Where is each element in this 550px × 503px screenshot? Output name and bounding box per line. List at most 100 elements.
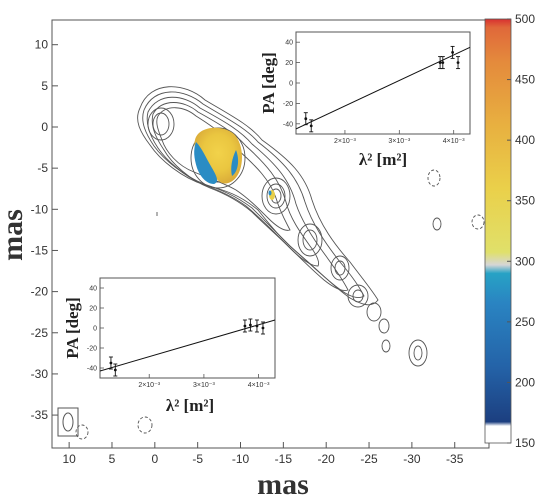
inset-top-right: 40 20 0 -20 -40 2×10⁻³ 3×10⁻³ 4×10⁻³ λ² [m²] PA… bbox=[259, 31, 471, 169]
inset-y-tick-label: 0 bbox=[289, 81, 293, 88]
negative-contour bbox=[471, 214, 485, 230]
colorbar-tick-label: 400 bbox=[515, 133, 535, 147]
inset-y-tick-label: -40 bbox=[283, 121, 293, 128]
x-tick-label: -20 bbox=[318, 452, 336, 466]
x-tick-label: 0 bbox=[151, 452, 158, 466]
inset-x-tick-label: 2×10⁻³ bbox=[334, 138, 356, 145]
inset-y-tick-label: -40 bbox=[87, 366, 97, 373]
colorbar: 150 200 250 300 350 400 450 500 bbox=[484, 12, 535, 450]
inset-frame bbox=[295, 31, 471, 135]
contour-line bbox=[334, 260, 346, 276]
data-point bbox=[304, 117, 308, 121]
colorbar-tick-label: 500 bbox=[515, 12, 535, 26]
fit-line bbox=[99, 319, 276, 372]
data-point bbox=[113, 368, 117, 372]
contour-line bbox=[152, 112, 170, 136]
colorbar-tick-label: 450 bbox=[515, 73, 535, 87]
inset-y-tick-label: -20 bbox=[283, 101, 293, 108]
x-tick-label: -10 bbox=[232, 452, 250, 466]
inset-y-title: PA [deg] bbox=[63, 297, 82, 359]
data-point bbox=[309, 124, 313, 128]
contour-line bbox=[347, 284, 369, 308]
y-axis: 10 5 0 -5 -10 -15 -20 -25 -30 -35 bbox=[31, 38, 58, 422]
contour-line bbox=[142, 91, 365, 299]
x-tick-label: -30 bbox=[403, 452, 421, 466]
negative-contour bbox=[427, 169, 441, 187]
inset-x-tick-label: 3×10⁻³ bbox=[193, 382, 215, 389]
colorbar-fill bbox=[484, 18, 512, 444]
inset-y-tick-label: 40 bbox=[285, 40, 293, 47]
data-point bbox=[456, 61, 460, 64]
data-point bbox=[438, 61, 442, 64]
fit-line bbox=[295, 46, 471, 130]
y-tick-label: -20 bbox=[31, 285, 49, 299]
y-tick-label: -25 bbox=[31, 326, 49, 340]
data-point bbox=[248, 323, 252, 327]
rm-region-knot-edge bbox=[268, 190, 272, 196]
contour-line bbox=[366, 302, 382, 322]
x-tick-label: -5 bbox=[192, 452, 203, 466]
inset-x-tick-label: 4×10⁻³ bbox=[443, 138, 465, 145]
colorbar-tick-label: 200 bbox=[515, 375, 535, 389]
rotation-measure-map bbox=[194, 127, 275, 200]
rm-region-low-edge bbox=[231, 150, 239, 176]
x-axis: 10 5 0 -5 -10 -15 -20 -25 -30 -35 bbox=[62, 442, 464, 466]
data-point bbox=[255, 324, 259, 328]
y-tick-label: -35 bbox=[31, 408, 49, 422]
inset-x-tick-label: 2×10⁻³ bbox=[138, 382, 160, 389]
rm-region-low bbox=[194, 142, 218, 184]
inset-y-title: PA [deg] bbox=[259, 52, 278, 114]
contour-line bbox=[378, 318, 390, 334]
y-tick-label: -15 bbox=[31, 243, 49, 257]
y-tick-label: 10 bbox=[35, 38, 49, 52]
negative-contour bbox=[75, 424, 89, 440]
contour-line bbox=[330, 255, 350, 281]
data-point bbox=[441, 61, 445, 64]
contour-line bbox=[381, 339, 391, 353]
inset-y-tick-label: -20 bbox=[87, 346, 97, 353]
data-point bbox=[261, 326, 265, 330]
x-tick-label: -35 bbox=[446, 452, 464, 466]
y-tick-label: -30 bbox=[31, 367, 49, 381]
contour-line bbox=[413, 345, 423, 361]
colorbar-ticks: 150 200 250 300 350 400 450 500 bbox=[507, 12, 535, 450]
x-tick-label: 10 bbox=[62, 452, 76, 466]
inset-y-tick-label: 20 bbox=[285, 60, 293, 67]
negative-contour bbox=[137, 416, 153, 434]
contour-line bbox=[261, 177, 291, 215]
x-tick-label: 5 bbox=[109, 452, 116, 466]
colorbar-tick-label: 150 bbox=[515, 436, 535, 450]
inset-bottom-left: 40 20 0 -20 -40 2×10⁻³ 3×10⁻³ 4×10⁻³ λ² [m²] PA… bbox=[63, 277, 276, 415]
inset-x-title: λ² [m²] bbox=[166, 396, 214, 415]
colorbar-tick-label: 250 bbox=[515, 315, 535, 329]
negative-contour bbox=[432, 217, 442, 231]
inset-x-tick-label: 4×10⁻³ bbox=[248, 382, 270, 389]
y-tick-label: -5 bbox=[37, 161, 48, 175]
contour-line bbox=[147, 107, 175, 141]
data-point bbox=[451, 51, 454, 54]
colorbar-tick-label: 350 bbox=[515, 194, 535, 208]
y-tick-label: 0 bbox=[41, 120, 48, 134]
inset-y-tick-label: 20 bbox=[89, 306, 97, 313]
beam-indicator bbox=[57, 407, 79, 437]
inset-y-tick-label: 0 bbox=[93, 326, 97, 333]
y-axis-title: mas bbox=[0, 209, 29, 261]
contour-line bbox=[297, 223, 323, 257]
inset-x-tick-label: 3×10⁻³ bbox=[388, 138, 410, 145]
data-point bbox=[243, 324, 247, 328]
x-tick-label: -25 bbox=[360, 452, 378, 466]
y-tick-label: -10 bbox=[31, 202, 49, 216]
data-point bbox=[109, 361, 113, 365]
inset-x-title: λ² [m²] bbox=[359, 150, 407, 169]
y-tick-label: 5 bbox=[41, 79, 48, 93]
inset-y-tick-label: 40 bbox=[89, 286, 97, 293]
rm-region-high bbox=[194, 127, 242, 184]
contour-line bbox=[408, 339, 428, 367]
contour-line bbox=[352, 289, 364, 303]
colorbar-tick-label: 300 bbox=[515, 254, 535, 268]
contour-line bbox=[266, 183, 286, 209]
x-axis-title: mas bbox=[257, 468, 309, 501]
x-tick-label: -15 bbox=[275, 452, 293, 466]
contour-line bbox=[302, 229, 318, 251]
